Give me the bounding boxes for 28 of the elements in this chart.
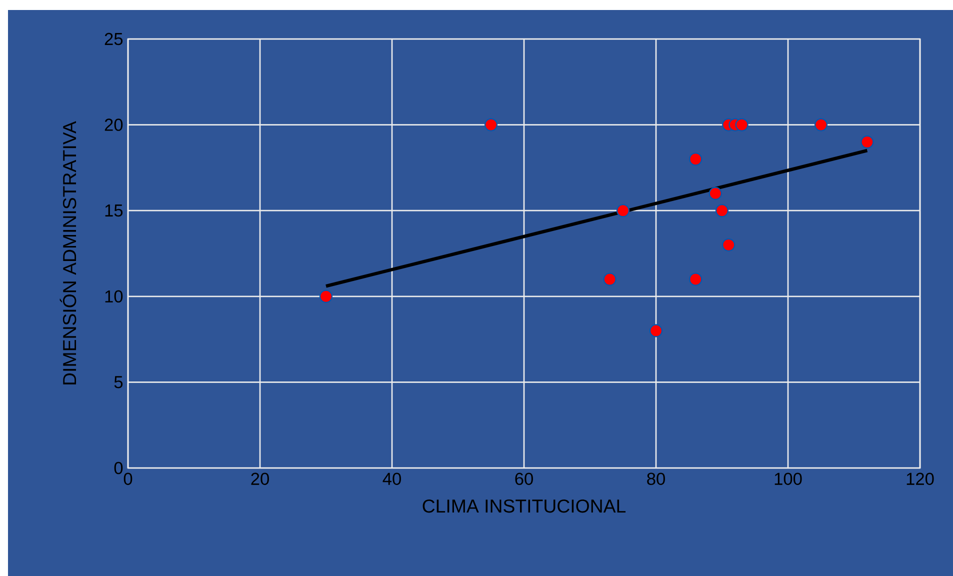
point	[603, 272, 616, 286]
y-tick-label: 25	[104, 32, 123, 46]
y-tick-label: 5	[114, 376, 123, 388]
point	[814, 118, 828, 132]
point	[689, 152, 702, 166]
x-tick-label: 100	[774, 472, 802, 485]
point	[735, 118, 748, 132]
y-tick-label: 15	[105, 204, 123, 217]
x-tick-label: 0	[124, 472, 132, 485]
point	[649, 324, 663, 338]
x-tick-label: 80	[647, 472, 665, 485]
x-tick-label: 60	[515, 472, 533, 485]
y-tick-label: 0	[114, 462, 123, 474]
point	[722, 238, 736, 252]
y-axis-title: DIMENSIÓN ADMINISTRATIVA	[60, 121, 76, 384]
point	[715, 204, 729, 218]
y-tick-label: 20	[104, 118, 123, 131]
point	[484, 118, 498, 132]
point	[689, 272, 702, 286]
y-tick-label: 10	[105, 290, 123, 303]
x-tick-label: 40	[382, 472, 401, 485]
point	[616, 204, 630, 218]
x-axis-title: CLIMA INSTITUCIONAL	[422, 499, 626, 513]
x-tick-label: 20	[251, 472, 269, 485]
x-tick-label: 120	[906, 472, 934, 485]
point	[319, 290, 333, 303]
point	[708, 186, 722, 200]
point	[860, 135, 874, 148]
